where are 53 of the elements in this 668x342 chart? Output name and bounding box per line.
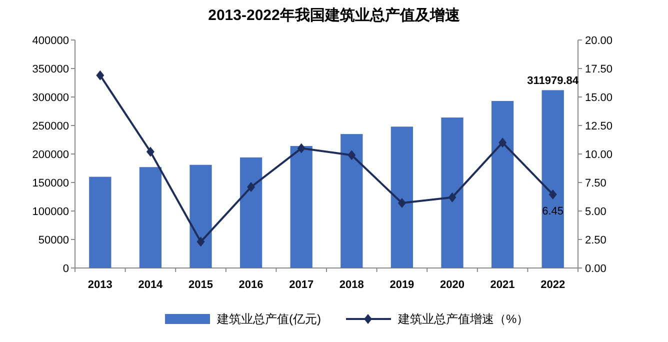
y-tick-label: 50000 bbox=[38, 234, 69, 246]
y-tick-label: 350000 bbox=[32, 64, 69, 76]
point bbox=[348, 150, 356, 160]
point bbox=[548, 189, 557, 200]
bar bbox=[491, 100, 514, 268]
point bbox=[247, 182, 256, 192]
y2-tick-label: 5.00 bbox=[585, 206, 606, 218]
chart-title: 2013-2022年我国建筑业总产值及增速 bbox=[208, 7, 461, 24]
point bbox=[297, 143, 306, 154]
y2-tick-label: 0.00 bbox=[585, 263, 606, 275]
x-tick-label: 2015 bbox=[188, 279, 213, 291]
point bbox=[498, 138, 507, 148]
point bbox=[398, 198, 406, 208]
y-tick-label: 0 bbox=[62, 263, 69, 275]
y2-tick-label: 20.00 bbox=[585, 35, 613, 47]
y2-tick-label: 2.50 bbox=[585, 234, 606, 246]
y-tick-label: 150000 bbox=[32, 178, 69, 190]
y2-tick-label: 12.50 bbox=[585, 120, 613, 132]
legend-label: 建筑业总产值增速（%） bbox=[397, 312, 529, 326]
x-tick-label: 2017 bbox=[289, 279, 314, 291]
y-tick-label: 400000 bbox=[32, 35, 69, 47]
bar bbox=[441, 118, 464, 268]
bar bbox=[139, 167, 162, 268]
y2-tick-label: 17.50 bbox=[585, 64, 613, 76]
point bbox=[146, 146, 154, 157]
x-tick-label: 2016 bbox=[238, 279, 264, 291]
x-tick-label: 2019 bbox=[390, 279, 414, 291]
x-tick-label: 2020 bbox=[440, 279, 464, 291]
y2-tick-label: 7.50 bbox=[585, 178, 606, 190]
legend-label: 建筑业总产值(亿元) bbox=[216, 312, 321, 326]
bar bbox=[190, 164, 212, 268]
x-tick-label: 2013 bbox=[88, 279, 112, 291]
y-tick-label: 300000 bbox=[32, 92, 69, 104]
bar bbox=[390, 126, 414, 268]
point bbox=[196, 236, 205, 247]
y2-tick-label: 10.00 bbox=[585, 149, 613, 161]
x-tick-label: 2022 bbox=[540, 279, 566, 291]
point bbox=[448, 192, 456, 202]
y-tick-label: 200000 bbox=[32, 149, 69, 161]
x-tick-label: 2021 bbox=[490, 279, 515, 291]
bar bbox=[542, 90, 564, 268]
x-tick-label: 2014 bbox=[138, 279, 164, 291]
data-label: 6.45 bbox=[542, 205, 564, 218]
y-tick-label: 100000 bbox=[32, 206, 69, 218]
y-tick-label: 250000 bbox=[32, 120, 69, 132]
y2-tick-label: 15.00 bbox=[585, 92, 613, 104]
point bbox=[96, 70, 104, 80]
data-label: 311979.84 bbox=[527, 75, 580, 88]
bar bbox=[240, 157, 262, 268]
bar bbox=[89, 176, 112, 268]
x-tick-label: 2018 bbox=[339, 279, 364, 291]
bar bbox=[290, 146, 312, 268]
bar bbox=[340, 134, 363, 268]
